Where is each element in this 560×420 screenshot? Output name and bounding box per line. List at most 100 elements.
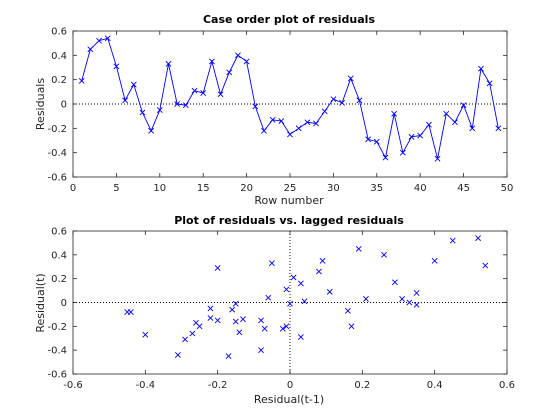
- residual-point: [200, 90, 207, 96]
- lagged-xtick-label: -0.2: [208, 380, 228, 391]
- lagged-residual-point: [193, 319, 199, 326]
- residual-point: [373, 138, 380, 145]
- lagged-residual-point: [475, 235, 481, 242]
- lagged-residuals-plot: Plot of residuals vs. lagged residuals R…: [34, 214, 515, 406]
- residual-point: [235, 52, 241, 59]
- residual-point: [339, 99, 345, 106]
- lagged-residual-point: [182, 336, 189, 343]
- residual-point: [365, 136, 372, 143]
- lagged-residual-point: [124, 309, 131, 315]
- lagged-residual-point: [297, 280, 304, 287]
- lagged-residual-point: [142, 331, 149, 338]
- residual-point: [304, 119, 311, 126]
- lagged-residual-point: [268, 260, 275, 267]
- lagged-residual-point: [174, 352, 181, 358]
- residual-point: [243, 58, 250, 65]
- residual-point: [330, 96, 337, 103]
- lagged-ytick-label: 0.2: [51, 274, 67, 285]
- lagged-plot-xlabel: Residual(t-1): [254, 393, 324, 406]
- residual-point: [182, 102, 189, 109]
- lagged-residual-point: [413, 290, 420, 296]
- case-order-xtick-label: 20: [240, 183, 253, 194]
- lagged-residual-point: [258, 347, 264, 354]
- lagged-residual-point: [229, 306, 236, 313]
- residual-point: [443, 110, 450, 117]
- residual-point: [174, 101, 181, 107]
- lagged-ytick-label: 0.6: [51, 227, 67, 238]
- case-order-plot: Case order plot of residuals Row number …: [34, 13, 513, 207]
- residual-point: [434, 155, 441, 162]
- lagged-residual-point: [348, 323, 355, 330]
- lagged-ytick-label: -0.4: [47, 346, 67, 357]
- residual-point: [452, 119, 458, 126]
- lagged-residual-point: [189, 330, 196, 337]
- residual-point: [321, 108, 328, 115]
- lagged-xtick-label: 0.6: [499, 380, 515, 391]
- residual-point: [208, 58, 215, 65]
- residual-point: [261, 127, 267, 134]
- lagged-residual-point: [265, 294, 272, 301]
- lagged-ytick-label: 0: [61, 298, 67, 309]
- residual-point: [87, 46, 94, 53]
- lagged-residual-point: [283, 286, 290, 293]
- lagged-residual-point: [207, 305, 214, 312]
- case-order-plot-title: Case order plot of residuals: [203, 13, 375, 26]
- case-order-xtick-label: 35: [370, 183, 383, 194]
- residual-point: [252, 103, 259, 110]
- residual-point: [295, 125, 302, 132]
- lagged-residual-point: [287, 300, 293, 307]
- lagged-residual-point: [297, 334, 304, 340]
- lagged-residual-point: [316, 268, 322, 275]
- residual-point: [495, 125, 502, 132]
- lagged-residual-point: [240, 316, 246, 323]
- residual-point: [165, 60, 172, 67]
- lagged-residual-point: [261, 325, 268, 332]
- lagged-ytick-label: -0.2: [47, 322, 67, 333]
- lagged-ytick-label: -0.6: [47, 370, 67, 381]
- residual-point: [460, 102, 467, 109]
- residual-point: [104, 35, 111, 42]
- residual-point: [269, 116, 276, 123]
- lagged-plot-ylabel: Residual(t): [34, 273, 47, 332]
- lagged-residual-point: [363, 296, 369, 302]
- case-order-plot-ylabel: Residuals: [34, 78, 47, 130]
- residual-point: [148, 127, 155, 134]
- case-order-xtick-label: 40: [414, 183, 427, 194]
- residual-point: [96, 37, 102, 44]
- residual-point: [425, 121, 432, 128]
- lagged-xtick-label: 0.2: [354, 380, 370, 391]
- case-order-ytick-label: -0.4: [47, 148, 67, 159]
- lagged-ytick-label: 0.4: [51, 250, 67, 261]
- lagged-xtick-label: -0.4: [136, 380, 156, 391]
- lagged-residual-point: [207, 315, 214, 321]
- lagged-residual-point: [413, 301, 420, 308]
- residual-point: [78, 77, 85, 84]
- residual-point: [347, 75, 354, 82]
- lagged-residual-point: [406, 299, 413, 306]
- residual-point: [191, 87, 198, 94]
- lagged-residual-point: [391, 279, 398, 286]
- residual-point: [408, 133, 415, 140]
- lagged-residual-point: [232, 318, 239, 325]
- lagged-residual-point: [232, 300, 239, 307]
- lagged-xtick-label: 0.4: [427, 380, 443, 391]
- case-order-xtick-label: 50: [501, 183, 514, 194]
- case-order-ytick-label: 0.2: [51, 75, 67, 86]
- residual-point: [486, 80, 493, 87]
- case-order-xtick-label: 30: [327, 183, 340, 194]
- lagged-residual-point: [355, 245, 362, 252]
- case-order-xtick-label: 15: [197, 183, 210, 194]
- case-order-ytick-label: -0.2: [47, 124, 67, 135]
- lagged-residual-point: [482, 262, 489, 269]
- lagged-residual-point: [431, 257, 438, 264]
- case-order-ytick-label: 0.4: [51, 51, 67, 62]
- case-order-ytick-label: 0: [61, 100, 67, 111]
- residual-point: [399, 149, 406, 156]
- lagged-residual-point: [225, 353, 232, 360]
- case-order-ytick-label: 0.6: [51, 27, 67, 38]
- residual-point: [226, 69, 233, 76]
- case-order-ytick-label: -0.6: [47, 173, 67, 184]
- residual-point: [313, 120, 319, 127]
- residual-point: [382, 154, 389, 161]
